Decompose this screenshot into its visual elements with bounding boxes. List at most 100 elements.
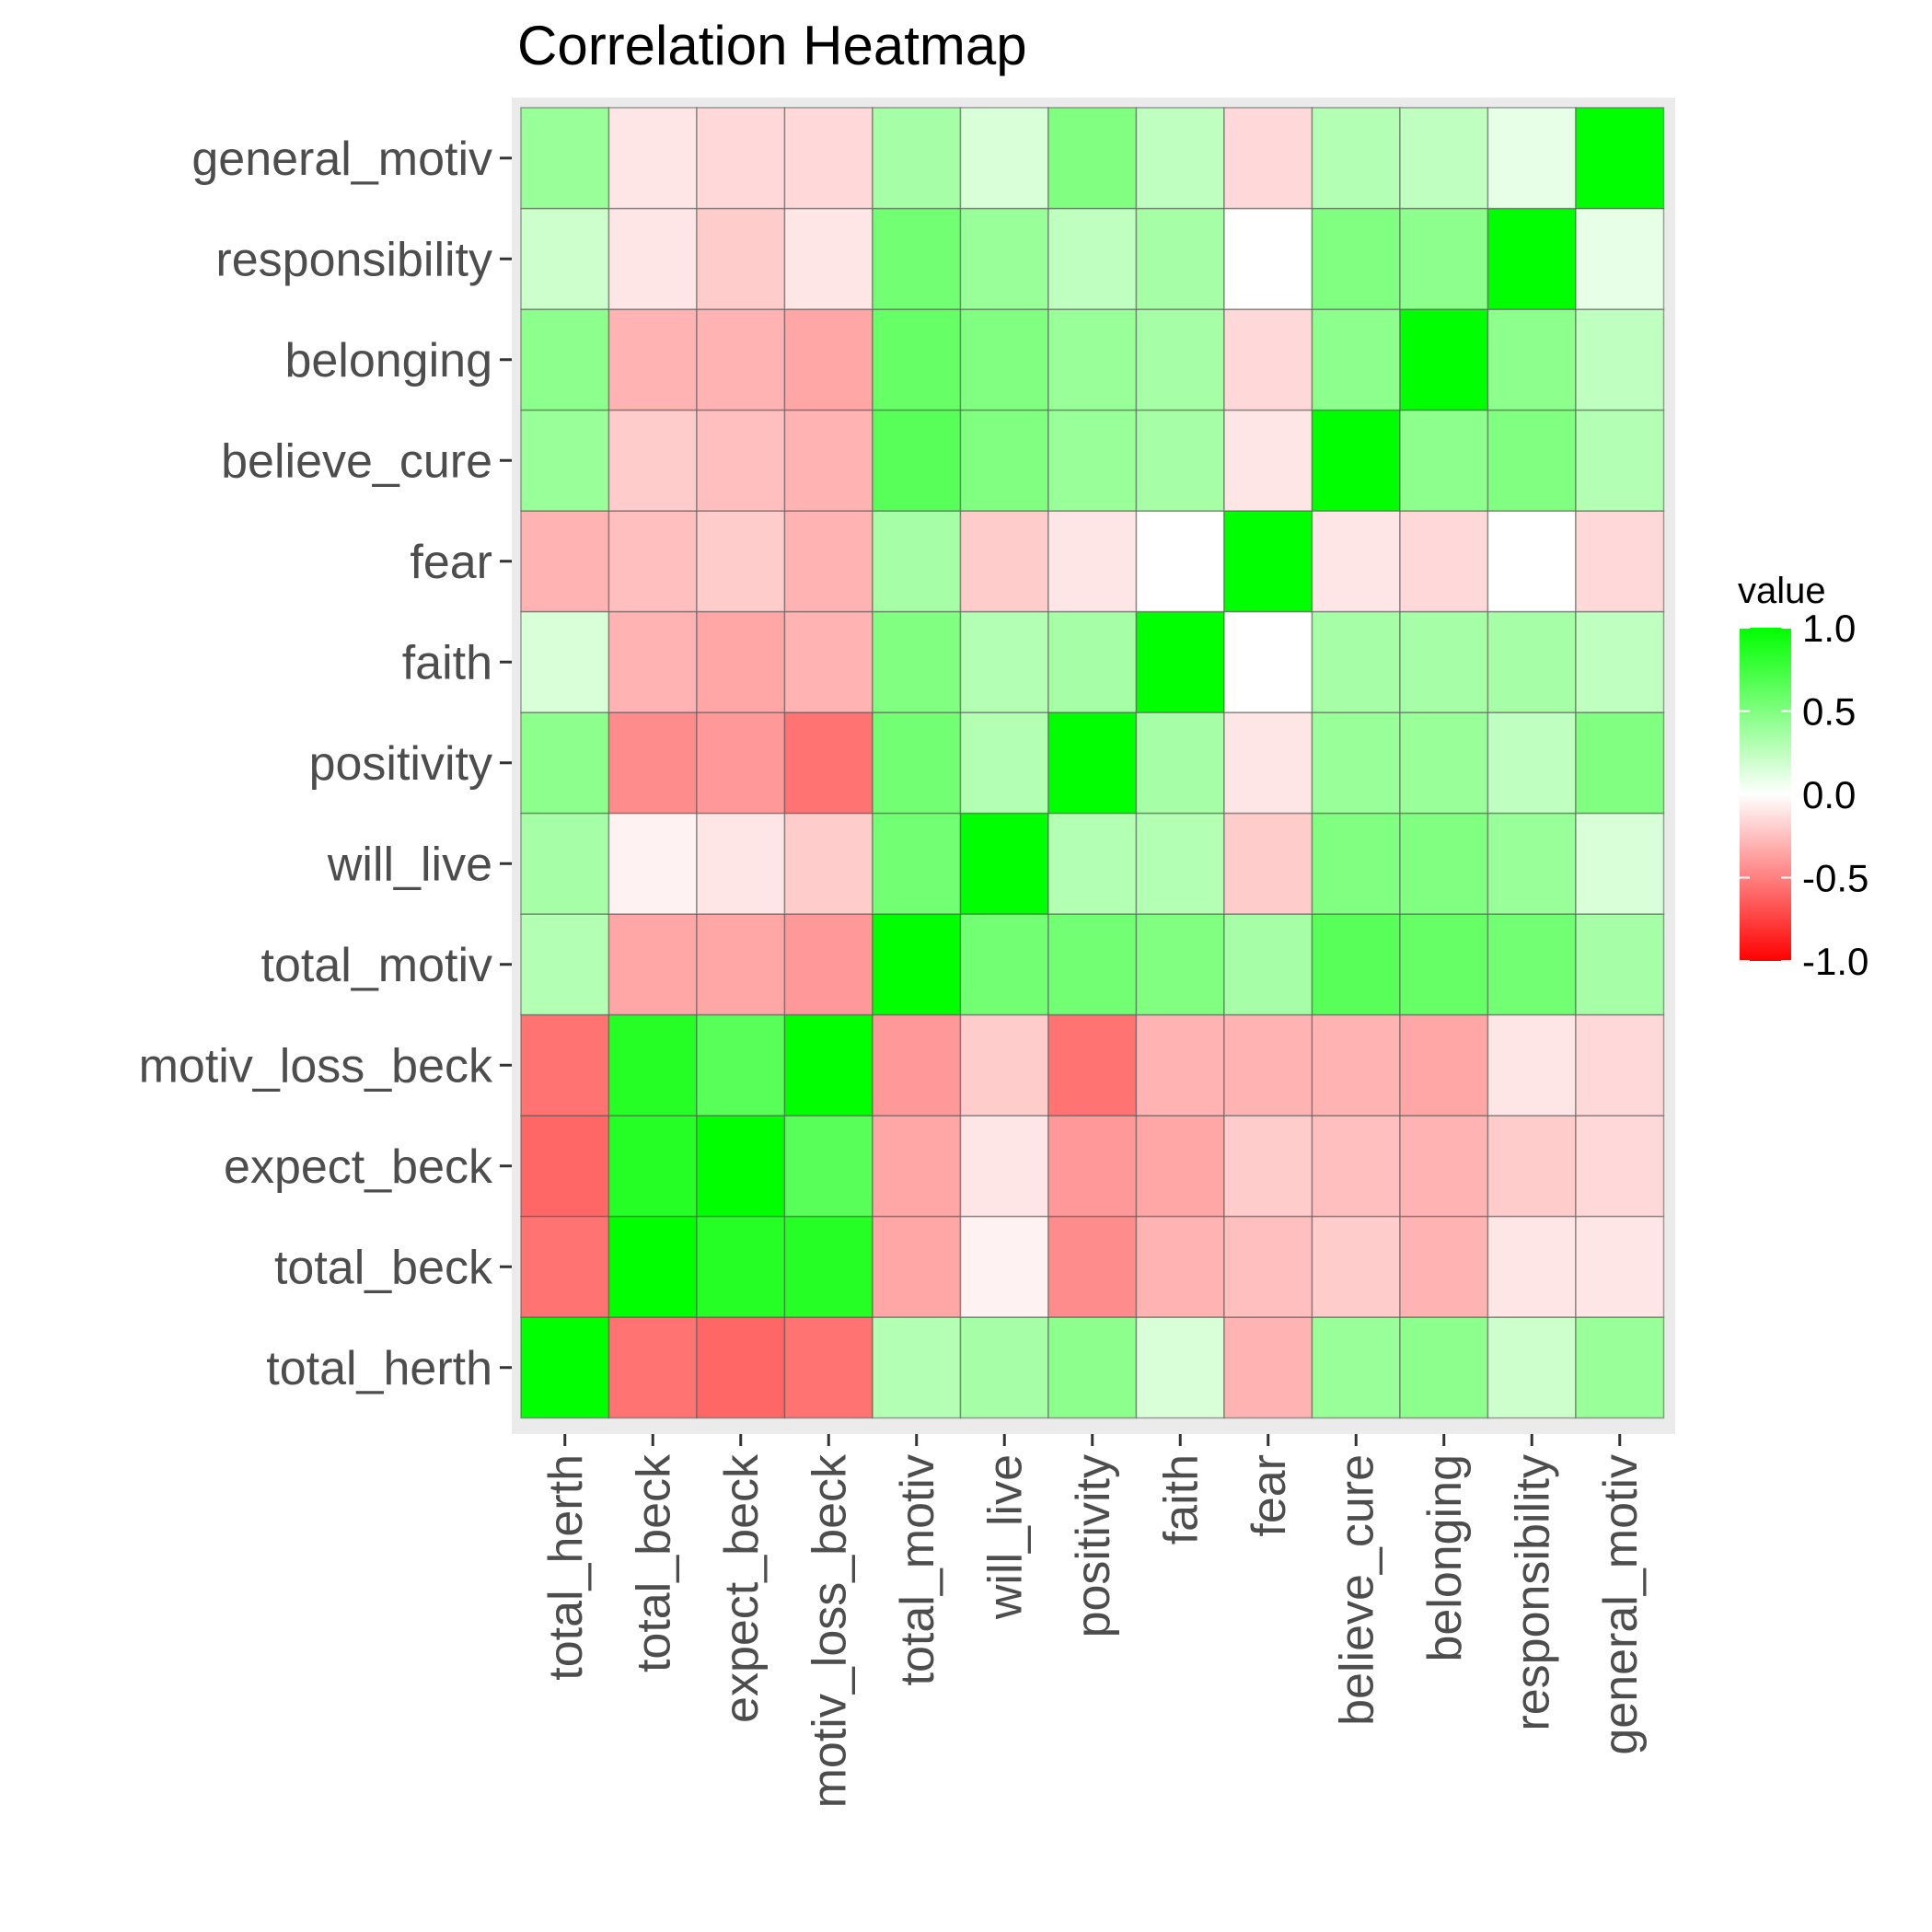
heatmap-cell-faith-motiv_loss_beck	[783, 610, 873, 713]
heatmap-cell-expect_beck-expect_beck	[696, 1115, 786, 1218]
heatmap-cell-responsibility-total_motiv	[872, 207, 962, 310]
heatmap-cell-believe_cure-faith	[1135, 409, 1225, 512]
heatmap-cell-will_live-responsibility	[1487, 812, 1577, 915]
heatmap-cell-general_motiv-positivity	[1047, 107, 1138, 210]
heatmap-cell-expect_beck-positivity	[1047, 1115, 1138, 1218]
heatmap-cell-fear-believe_cure	[1311, 510, 1401, 613]
heatmap-cell-positivity-faith	[1135, 711, 1225, 815]
legend-tick-label: 0.0	[1802, 773, 1856, 816]
heatmap-cell-total_beck-positivity	[1047, 1215, 1138, 1318]
heatmap-cell-motiv_loss_beck-will_live	[959, 1013, 1049, 1116]
y-tick-label-believe_cure: believe_cure	[221, 434, 492, 488]
heatmap-cell-believe_cure-total_motiv	[872, 409, 962, 512]
heatmap-cell-motiv_loss_beck-total_herth	[520, 1013, 610, 1116]
heatmap-cell-expect_beck-believe_cure	[1311, 1115, 1401, 1218]
heatmap-cell-will_live-total_beck	[607, 812, 698, 915]
heatmap-cell-believe_cure-positivity	[1047, 409, 1138, 512]
heatmap-cell-general_motiv-believe_cure	[1311, 107, 1401, 210]
heatmap-cell-belonging-total_motiv	[872, 308, 962, 411]
heatmap-cell-total_herth-motiv_loss_beck	[783, 1316, 873, 1419]
heatmap-cell-fear-expect_beck	[696, 510, 786, 613]
heatmap-cell-fear-responsibility	[1487, 510, 1577, 613]
heatmap-cell-faith-general_motiv	[1575, 610, 1665, 713]
heatmap-cell-belonging-faith	[1135, 308, 1225, 411]
heatmap-cell-motiv_loss_beck-expect_beck	[696, 1013, 786, 1116]
heatmap-cell-total_beck-believe_cure	[1311, 1215, 1401, 1318]
heatmap-cell-motiv_loss_beck-general_motiv	[1575, 1013, 1665, 1116]
x-tick-label-faith: faith	[1154, 1454, 1208, 1544]
heatmap-cell-will_live-total_herth	[520, 812, 610, 915]
heatmap-cell-positivity-expect_beck	[696, 711, 786, 815]
heatmap-cell-will_live-expect_beck	[696, 812, 786, 915]
x-tick-label-fear: fear	[1243, 1454, 1296, 1537]
heatmap-cell-expect_beck-total_motiv	[872, 1115, 962, 1218]
heatmap-cell-total_beck-expect_beck	[696, 1215, 786, 1318]
heatmap-cell-faith-faith	[1135, 610, 1225, 713]
heatmap-cell-motiv_loss_beck-believe_cure	[1311, 1013, 1401, 1116]
heatmap-cell-general_motiv-faith	[1135, 107, 1225, 210]
heatmap-cell-believe_cure-total_beck	[607, 409, 698, 512]
heatmap-cell-will_live-faith	[1135, 812, 1225, 915]
heatmap-cell-positivity-believe_cure	[1311, 711, 1401, 815]
y-tick-label-faith: faith	[402, 636, 492, 689]
heatmap-cell-total_motiv-believe_cure	[1311, 913, 1401, 1016]
y-tick-label-total_herth: total_herth	[266, 1342, 492, 1395]
heatmap-cell-will_live-general_motiv	[1575, 812, 1665, 915]
heatmap-cell-total_beck-total_herth	[520, 1215, 610, 1318]
heatmap-cell-total_motiv-motiv_loss_beck	[783, 913, 873, 1016]
y-tick-label-total_beck: total_beck	[274, 1241, 493, 1294]
x-tick-label-positivity: positivity	[1067, 1454, 1120, 1637]
heatmap-cell-total_herth-faith	[1135, 1316, 1225, 1419]
heatmap-cell-belonging-total_beck	[607, 308, 698, 411]
heatmap-cell-total_herth-expect_beck	[696, 1316, 786, 1419]
heatmap-cell-total_beck-motiv_loss_beck	[783, 1215, 873, 1318]
heatmap-cell-total_beck-total_beck	[607, 1215, 698, 1318]
heatmap-cell-belonging-general_motiv	[1575, 308, 1665, 411]
heatmap-cell-responsibility-believe_cure	[1311, 207, 1401, 310]
heatmap-cell-total_herth-positivity	[1047, 1316, 1138, 1419]
heatmap-cell-total_motiv-will_live	[959, 913, 1049, 1016]
heatmap-cell-belonging-expect_beck	[696, 308, 786, 411]
heatmap-cell-fear-positivity	[1047, 510, 1138, 613]
heatmap-cell-responsibility-responsibility	[1487, 207, 1577, 310]
heatmap-cell-positivity-total_herth	[520, 711, 610, 815]
y-tick-label-general_motiv: general_motiv	[191, 133, 492, 186]
heatmap-cell-faith-positivity	[1047, 610, 1138, 713]
heatmap-cell-believe_cure-fear	[1223, 409, 1313, 512]
heatmap-cell-positivity-fear	[1223, 711, 1313, 815]
y-axis: total_herth total_beck expect_beck motiv_lo…	[139, 133, 512, 1395]
heatmap-cell-positivity-belonging	[1399, 711, 1489, 815]
heatmap-cell-fear-belonging	[1399, 510, 1489, 613]
y-tick-label-expect_beck: expect_beck	[224, 1140, 493, 1194]
x-tick-label-believe_cure: believe_cure	[1330, 1454, 1383, 1726]
y-tick-label-belonging: belonging	[284, 334, 492, 388]
legend: value 1.0 0.5 0.0 -0.5 -1.0	[1738, 571, 1868, 983]
heatmap-cell-total_beck-faith	[1135, 1215, 1225, 1318]
heatmap-cell-expect_beck-total_beck	[607, 1115, 698, 1218]
heatmap-cell-expect_beck-will_live	[959, 1115, 1049, 1218]
heatmap-cell-total_herth-total_beck	[607, 1316, 698, 1419]
x-tick-label-general_motiv: general_motiv	[1594, 1454, 1648, 1755]
heatmap-cell-faith-total_herth	[520, 610, 610, 713]
heatmap-cell-responsibility-fear	[1223, 207, 1313, 310]
x-tick-label-responsibility: responsibility	[1506, 1454, 1559, 1731]
heatmap-cell-total_herth-believe_cure	[1311, 1316, 1401, 1419]
heatmap-cell-total_herth-general_motiv	[1575, 1316, 1665, 1419]
heatmap-cells	[520, 107, 1665, 1419]
heatmap-cell-will_live-motiv_loss_beck	[783, 812, 873, 915]
heatmap-cell-total_motiv-positivity	[1047, 913, 1138, 1016]
legend-tick-label: 1.0	[1802, 607, 1856, 650]
heatmap-cell-belonging-positivity	[1047, 308, 1138, 411]
heatmap-cell-total_herth-responsibility	[1487, 1316, 1577, 1419]
legend-tick-label: 0.5	[1802, 690, 1856, 734]
heatmap-cell-motiv_loss_beck-total_motiv	[872, 1013, 962, 1116]
heatmap-cell-believe_cure-belonging	[1399, 409, 1489, 512]
heatmap-cell-believe_cure-believe_cure	[1311, 409, 1401, 512]
heatmap-cell-motiv_loss_beck-fear	[1223, 1013, 1313, 1116]
x-tick-label-expect_beck: expect_beck	[715, 1453, 769, 1723]
heatmap-cell-faith-will_live	[959, 610, 1049, 713]
heatmap-cell-responsibility-faith	[1135, 207, 1225, 310]
heatmap-cell-responsibility-will_live	[959, 207, 1049, 310]
heatmap-cell-motiv_loss_beck-motiv_loss_beck	[783, 1013, 873, 1116]
